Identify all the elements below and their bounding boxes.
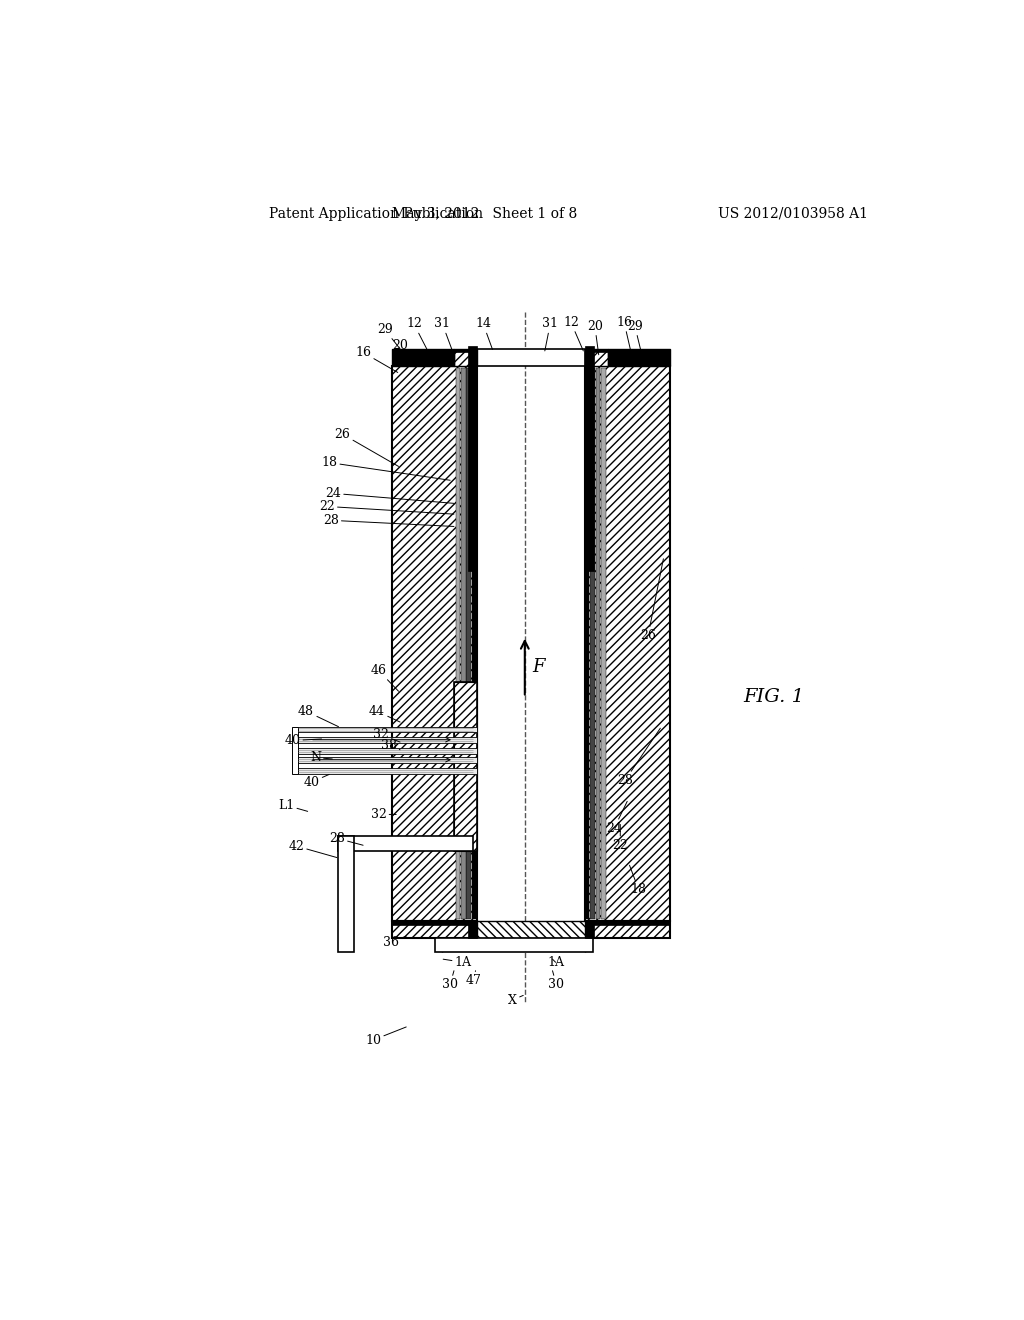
Text: 32: 32 xyxy=(373,727,400,742)
Bar xyxy=(435,937,593,952)
Text: 10: 10 xyxy=(366,1027,407,1047)
Bar xyxy=(585,921,594,937)
Text: 29: 29 xyxy=(627,319,643,355)
Bar xyxy=(339,836,354,952)
Bar xyxy=(392,350,454,367)
Text: 28: 28 xyxy=(329,832,364,845)
Bar xyxy=(298,768,477,774)
Bar xyxy=(477,350,585,367)
Text: 1A: 1A xyxy=(443,956,472,969)
Text: 26: 26 xyxy=(640,558,664,643)
Bar xyxy=(298,758,477,763)
Text: F: F xyxy=(532,657,545,676)
Text: 36: 36 xyxy=(383,936,407,949)
Text: 31: 31 xyxy=(543,317,558,351)
Text: 12: 12 xyxy=(563,315,584,351)
Bar xyxy=(392,367,477,921)
Text: May 3, 2012   Sheet 1 of 8: May 3, 2012 Sheet 1 of 8 xyxy=(392,207,578,220)
Text: 16: 16 xyxy=(355,346,397,372)
Text: FIG. 1: FIG. 1 xyxy=(743,689,804,706)
Bar xyxy=(585,346,594,572)
Bar xyxy=(468,921,477,937)
Bar xyxy=(472,368,476,919)
Bar xyxy=(392,350,477,352)
Bar xyxy=(608,350,670,367)
Text: 24: 24 xyxy=(326,487,454,503)
Text: 26: 26 xyxy=(335,428,398,466)
Bar xyxy=(596,368,600,919)
Text: 40: 40 xyxy=(285,734,322,747)
Text: 18: 18 xyxy=(322,455,451,480)
Text: 46: 46 xyxy=(371,664,398,692)
Text: US 2012/0103958 A1: US 2012/0103958 A1 xyxy=(718,207,867,220)
Text: 18: 18 xyxy=(630,866,647,896)
Bar xyxy=(585,350,608,367)
Text: 47: 47 xyxy=(465,970,481,987)
Bar xyxy=(298,738,477,743)
Text: Patent Application Publication: Patent Application Publication xyxy=(269,207,483,220)
Text: 31: 31 xyxy=(434,317,453,351)
Text: 29: 29 xyxy=(377,323,401,351)
Text: 38: 38 xyxy=(381,739,400,751)
Bar xyxy=(468,346,477,572)
Bar xyxy=(292,726,298,774)
Text: 44: 44 xyxy=(369,705,400,722)
Bar xyxy=(454,350,477,367)
Bar xyxy=(298,748,477,754)
Text: N: N xyxy=(310,751,333,764)
Bar xyxy=(456,368,460,919)
Text: 1A: 1A xyxy=(547,956,564,969)
Text: 48: 48 xyxy=(298,705,339,726)
Bar xyxy=(454,682,477,851)
Text: 20: 20 xyxy=(392,339,412,359)
Text: 20: 20 xyxy=(587,319,603,355)
Bar xyxy=(601,368,605,919)
Text: 40: 40 xyxy=(303,775,330,788)
Text: 12: 12 xyxy=(406,317,428,351)
Bar xyxy=(454,682,477,851)
Bar xyxy=(298,726,477,733)
Bar xyxy=(585,367,670,921)
Text: 22: 22 xyxy=(612,825,628,851)
Bar xyxy=(590,368,595,919)
Bar xyxy=(585,350,670,352)
Bar xyxy=(392,921,477,924)
Text: 32: 32 xyxy=(371,808,396,821)
Bar xyxy=(585,921,670,937)
Text: 28: 28 xyxy=(617,729,660,787)
Text: 16: 16 xyxy=(616,315,632,352)
Bar xyxy=(339,836,473,851)
Text: 30: 30 xyxy=(442,970,458,991)
Text: 24: 24 xyxy=(606,801,628,834)
Text: 42: 42 xyxy=(288,840,337,858)
Text: 22: 22 xyxy=(319,500,454,515)
Text: L1: L1 xyxy=(278,799,307,812)
Bar xyxy=(466,368,471,919)
Bar xyxy=(585,368,590,919)
Text: 30: 30 xyxy=(549,970,564,991)
Text: 28: 28 xyxy=(323,513,454,527)
Bar xyxy=(585,921,670,924)
Text: 14: 14 xyxy=(475,317,493,350)
Bar xyxy=(392,921,477,937)
Bar xyxy=(477,921,585,937)
Bar xyxy=(461,368,466,919)
Text: X: X xyxy=(508,994,523,1007)
